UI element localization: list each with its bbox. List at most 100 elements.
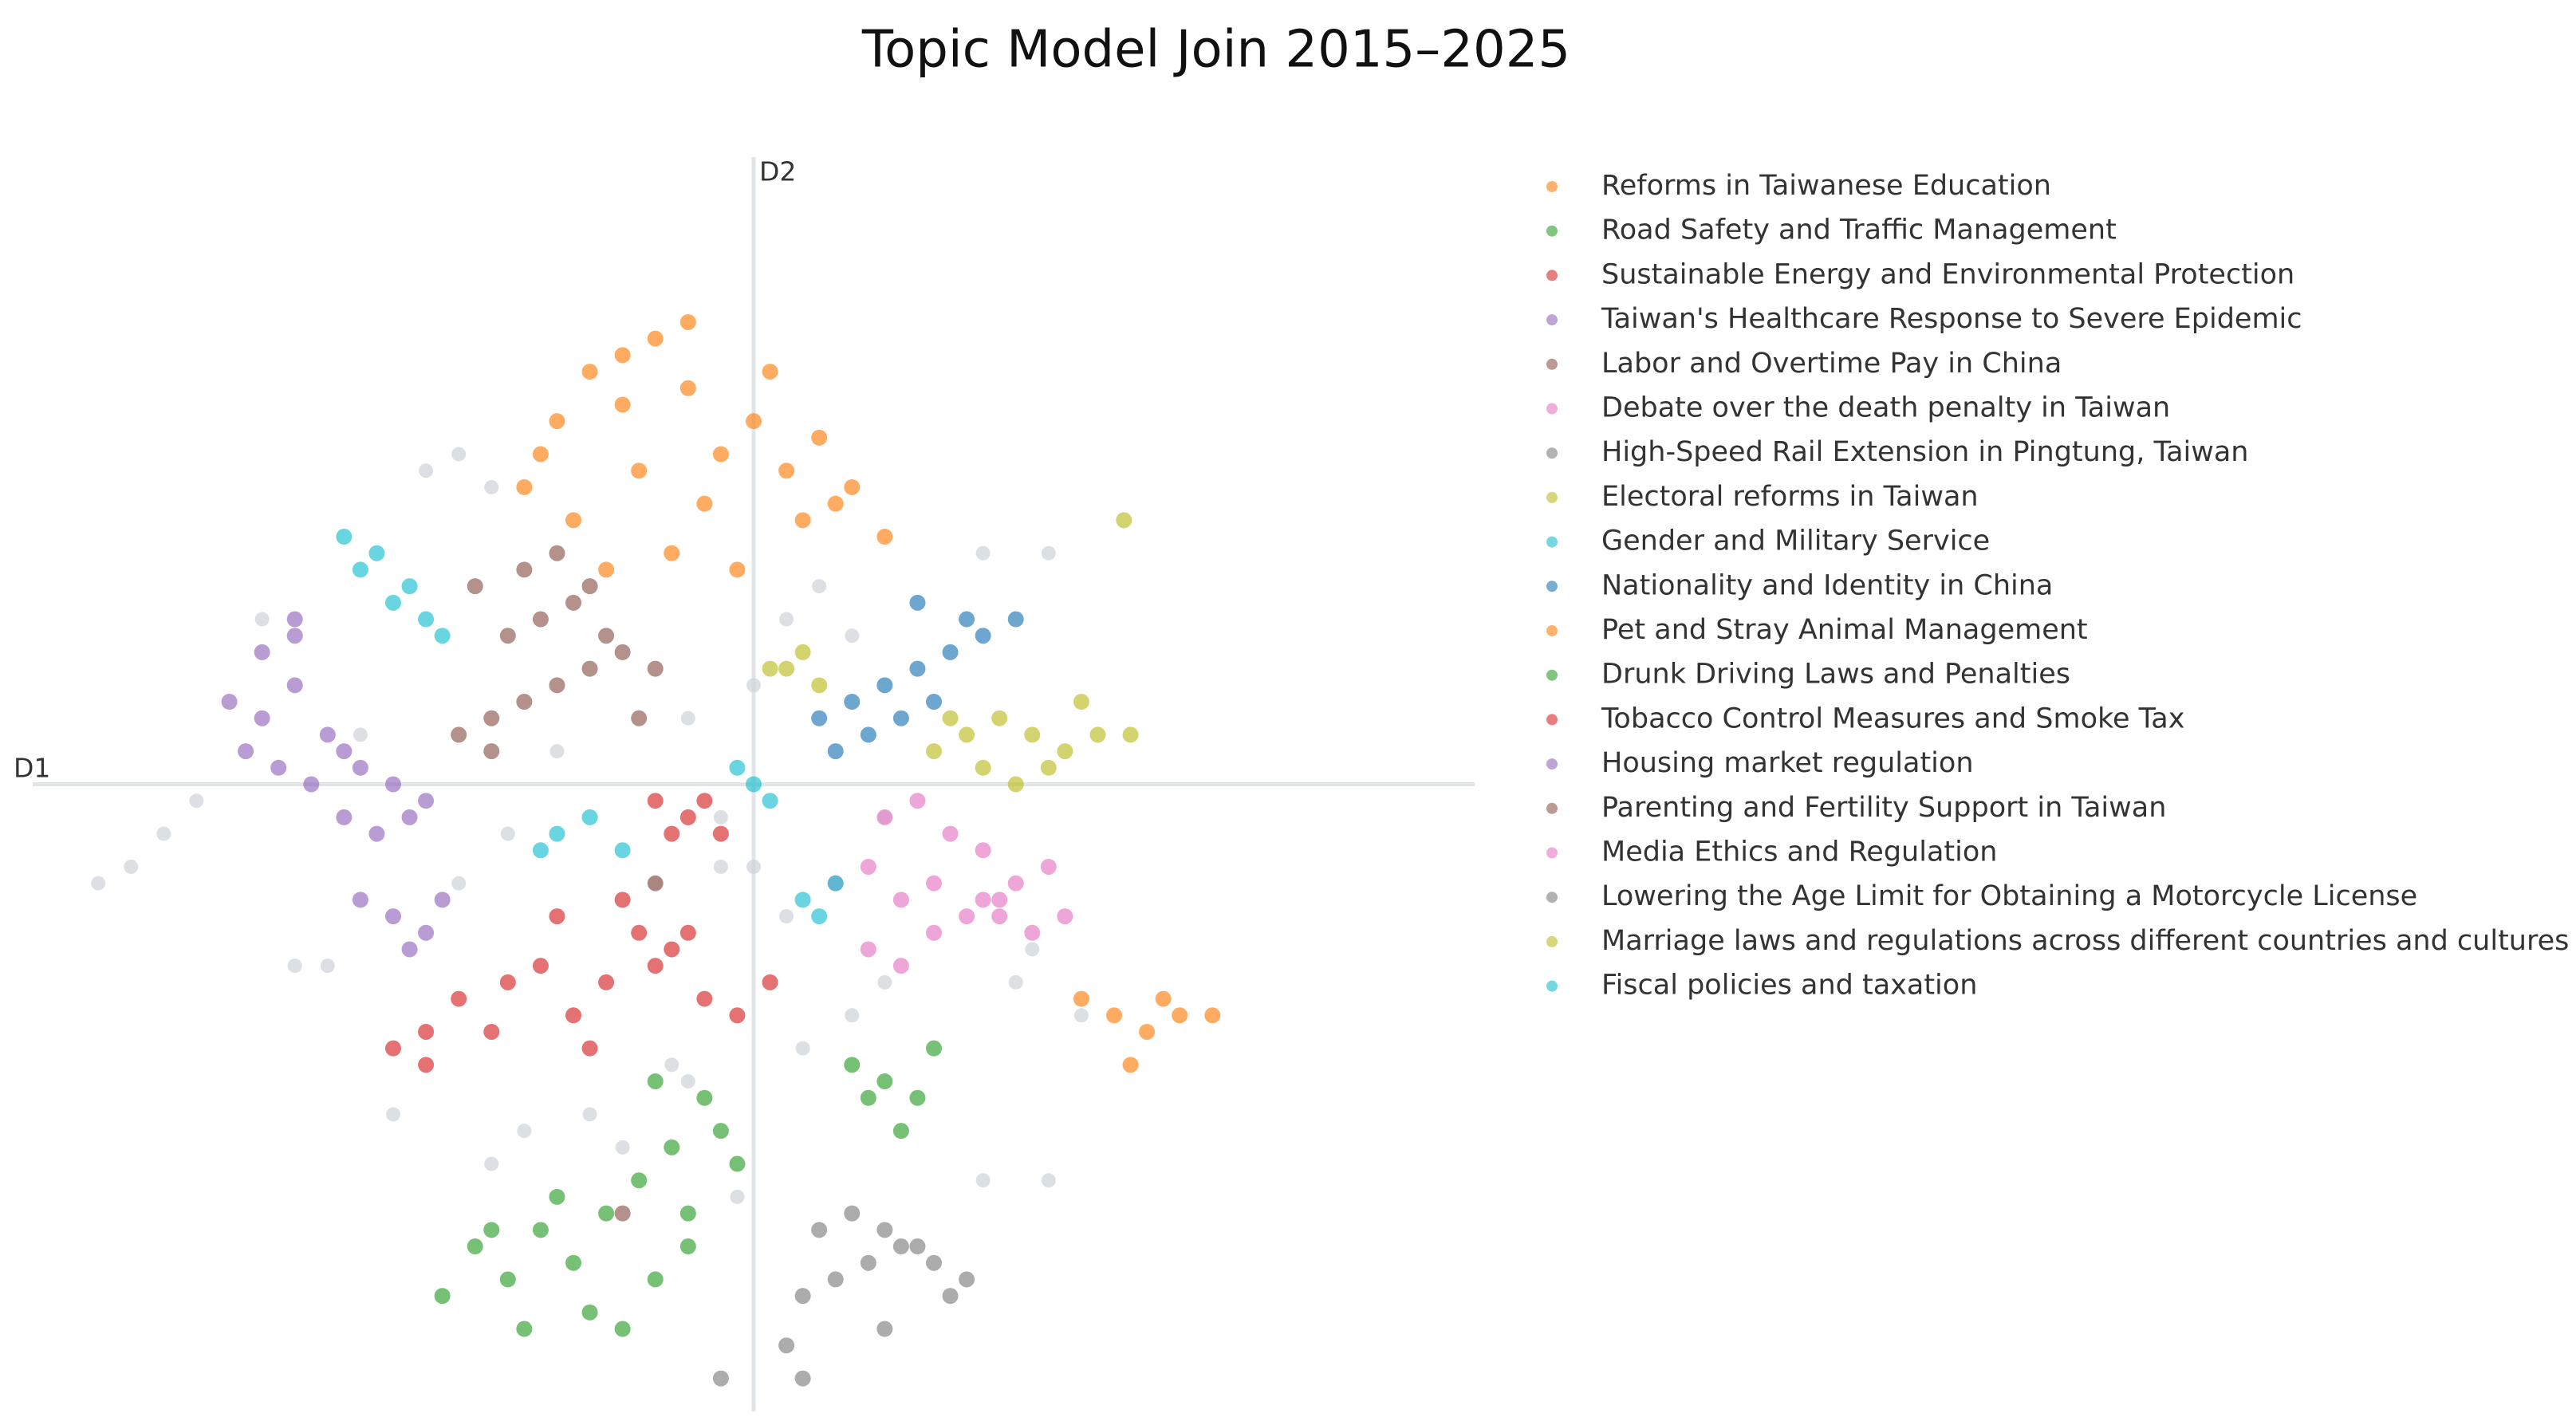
point: [516, 478, 533, 495]
point: [876, 1222, 893, 1238]
point: [565, 594, 581, 611]
point: [1155, 990, 1172, 1007]
background-point: [517, 1124, 532, 1139]
background-point: [451, 447, 467, 462]
background-point: [746, 859, 761, 874]
background-point: [451, 876, 467, 891]
point: [811, 1222, 828, 1238]
point: [876, 677, 893, 694]
point: [647, 660, 664, 677]
point: [532, 446, 549, 463]
point: [679, 924, 696, 941]
point: [614, 347, 631, 364]
background-point: [615, 1140, 630, 1155]
point: [614, 1205, 631, 1222]
point: [319, 726, 336, 743]
legend-marker: [1546, 935, 1558, 947]
point: [942, 644, 959, 660]
legend-marker: [1546, 491, 1558, 503]
point: [434, 1288, 451, 1305]
point: [975, 759, 991, 776]
point: [844, 478, 861, 495]
point: [286, 677, 303, 694]
background-point: [664, 1057, 679, 1073]
point: [516, 694, 533, 711]
point: [729, 1155, 746, 1172]
point: [679, 380, 696, 396]
point: [647, 330, 664, 347]
background-point: [812, 579, 827, 594]
point: [352, 892, 368, 908]
point: [1204, 1007, 1221, 1024]
point: [418, 1023, 435, 1040]
background-point: [91, 876, 106, 891]
background-point: [549, 744, 565, 759]
point: [909, 793, 926, 809]
point: [221, 694, 238, 711]
point: [368, 545, 385, 561]
point: [286, 628, 303, 644]
background-point: [845, 1008, 860, 1023]
legend-label: Road Safety and Traffic Management: [1601, 215, 2117, 246]
plot-points: [91, 313, 1221, 1387]
point: [942, 825, 959, 842]
background-point: [1041, 545, 1056, 561]
legend-label: Electoral reforms in Taiwan: [1601, 481, 1979, 513]
point: [631, 924, 648, 941]
legend-label: Sustainable Energy and Environmental Pro…: [1601, 258, 2294, 290]
point: [679, 1205, 696, 1222]
background-point: [1025, 942, 1040, 957]
point: [451, 726, 467, 743]
point: [746, 413, 762, 430]
background-point: [484, 1156, 499, 1171]
point: [483, 1222, 500, 1238]
point: [368, 825, 385, 842]
point: [909, 660, 926, 677]
point: [959, 611, 975, 628]
point: [712, 1370, 729, 1387]
legend-marker: [1546, 447, 1558, 459]
legend-marker: [1546, 581, 1558, 592]
point: [679, 313, 696, 330]
background-point: [582, 1107, 597, 1122]
point: [1139, 1023, 1156, 1040]
legend-label: Labor and Overtime Pay in China: [1601, 348, 2062, 380]
point: [549, 1188, 565, 1205]
legend-label: Lowering the Age Limit for Obtaining a M…: [1601, 880, 2417, 912]
background-point: [877, 974, 892, 990]
point: [942, 710, 959, 726]
point: [598, 561, 615, 578]
legend-label: Parenting and Fertility Support in Taiwa…: [1601, 792, 2166, 824]
y-axis-label: D2: [759, 156, 796, 187]
point: [549, 545, 565, 561]
point: [581, 1304, 598, 1321]
legend-label: Housing market regulation: [1601, 747, 1974, 779]
point: [1073, 694, 1089, 711]
point: [647, 1271, 664, 1288]
point: [876, 529, 893, 545]
point: [991, 908, 1008, 925]
point: [679, 809, 696, 825]
background-point: [713, 809, 728, 825]
point: [794, 644, 811, 660]
point: [1007, 875, 1024, 892]
point: [975, 892, 991, 908]
legend-label: Tobacco Control Measures and Smoke Tax: [1601, 703, 2184, 734]
point: [909, 1238, 926, 1255]
legend-label: Marriage laws and regulations across dif…: [1601, 925, 2569, 957]
background-point: [779, 612, 794, 627]
point: [418, 924, 435, 941]
point: [270, 759, 287, 776]
point: [254, 644, 270, 660]
point: [892, 710, 909, 726]
point: [844, 1205, 861, 1222]
background-point: [1041, 1173, 1056, 1188]
point: [827, 1271, 844, 1288]
legend-marker: [1546, 225, 1558, 237]
point: [418, 611, 435, 628]
point: [483, 1023, 500, 1040]
point: [499, 974, 516, 990]
legend-label: Drunk Driving Laws and Penalties: [1601, 659, 2070, 691]
point: [581, 809, 598, 825]
